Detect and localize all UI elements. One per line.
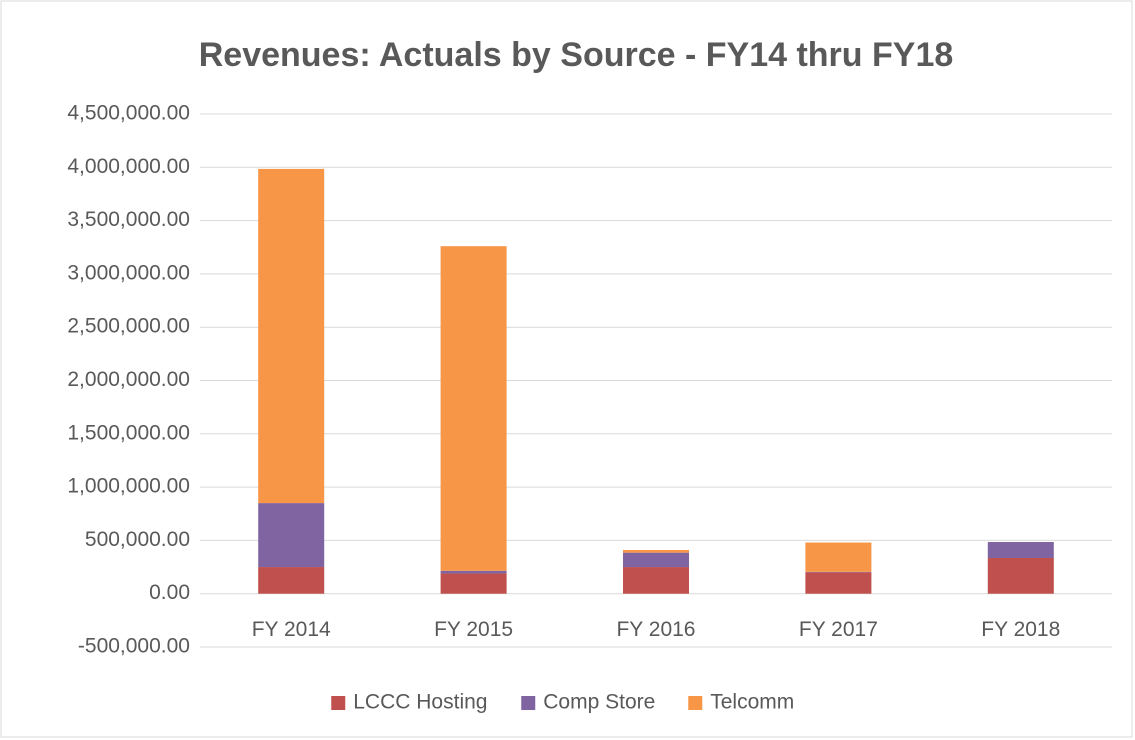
legend-swatch (521, 696, 536, 710)
bar-segment (258, 168, 325, 504)
bar-segment (623, 567, 689, 594)
y-tick-label: 1,000,000.00 (67, 475, 190, 498)
x-tick-label: FY 2015 (434, 618, 513, 641)
bar-segment (805, 542, 872, 572)
legend-label: Telcomm (710, 691, 794, 714)
bar-segment (987, 557, 1054, 594)
legend-swatch (688, 696, 703, 710)
bar-segment (258, 503, 325, 568)
y-tick-label: 1,500,000.00 (67, 421, 190, 444)
chart-title: Revenues: Actuals by Source - FY14 thru … (199, 36, 954, 74)
bar-segment (623, 552, 689, 568)
y-tick-label: 0.00 (149, 581, 190, 604)
y-tick-label: 4,000,000.00 (67, 155, 190, 178)
x-tick-label: FY 2014 (252, 618, 331, 641)
x-tick-label: FY 2017 (799, 618, 878, 641)
bar-segment (440, 570, 507, 574)
bar-segment (440, 573, 507, 594)
legend-label: LCCC Hosting (353, 691, 487, 714)
y-tick-label: 500,000.00 (85, 528, 190, 551)
bar-segment (623, 549, 689, 553)
bar-segment (440, 246, 507, 571)
y-tick-label: -500,000.00 (78, 635, 190, 658)
x-tick-label: FY 2016 (616, 618, 695, 641)
x-tick-label: FY 2018 (981, 618, 1060, 641)
y-tick-label: 4,500,000.00 (67, 102, 190, 125)
y-tick-label: 3,000,000.00 (67, 261, 190, 284)
bar-segment (987, 541, 1054, 558)
bar-segment (805, 571, 872, 573)
bar-segment (805, 572, 872, 594)
y-tick-label: 2,500,000.00 (67, 315, 190, 338)
y-tick-label: 3,500,000.00 (67, 208, 190, 231)
bar-segment (258, 567, 325, 594)
legend-swatch (331, 696, 346, 710)
y-tick-label: 2,000,000.00 (67, 368, 190, 391)
legend-label: Comp Store (543, 691, 655, 714)
